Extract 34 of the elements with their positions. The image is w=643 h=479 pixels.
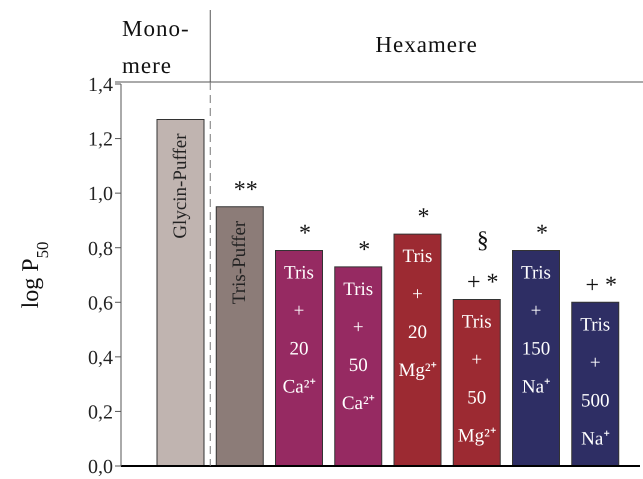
annotation: + * [466,270,499,296]
annotation: + * [585,272,618,298]
x-tick-label: Tris + 20 Ca²⁺ [282,262,316,398]
x-tick-label: Tris + 150 Na⁺ [521,262,551,398]
y-tick-label: 1,4 [88,74,113,96]
bar [571,302,620,466]
bar [512,250,560,466]
y-tick-label: 0,2 [88,402,113,424]
annotation: * [299,220,311,246]
annotation: * [358,236,370,263]
bar [275,250,323,466]
bar [452,299,501,466]
y-tick-label: 0,8 [88,238,113,260]
bar [216,206,264,466]
text: Hexamere [375,32,478,57]
y-tick-label: 0,0 [88,456,113,478]
y-tick-label: 0,4 [88,346,113,369]
bar [394,234,442,466]
x-tick-label: Tris + 50 Mg²⁺ [458,312,496,447]
x-tick-label: Tris + 500 Na⁺ [580,314,610,450]
x-tick-label: Tris + 50 Ca²⁺ [342,278,375,414]
annotation: * [418,204,430,230]
y-tick-label: 1,0 [88,183,113,206]
x-tick-label: Glycin-Puffer [170,132,191,239]
annotation: * [536,220,548,246]
x-tick-label: Tris-Puffer [229,220,250,304]
annotation: ** [234,176,258,203]
text: Mono- mere [122,16,190,78]
y-tick-label: 1,2 [88,128,113,151]
bar [334,266,382,466]
y-tick-label: 0,6 [88,292,113,314]
bar [156,118,204,466]
x-tick-label: Tris + 20 Mg²⁺ [398,246,437,382]
annotation: § [476,228,489,254]
